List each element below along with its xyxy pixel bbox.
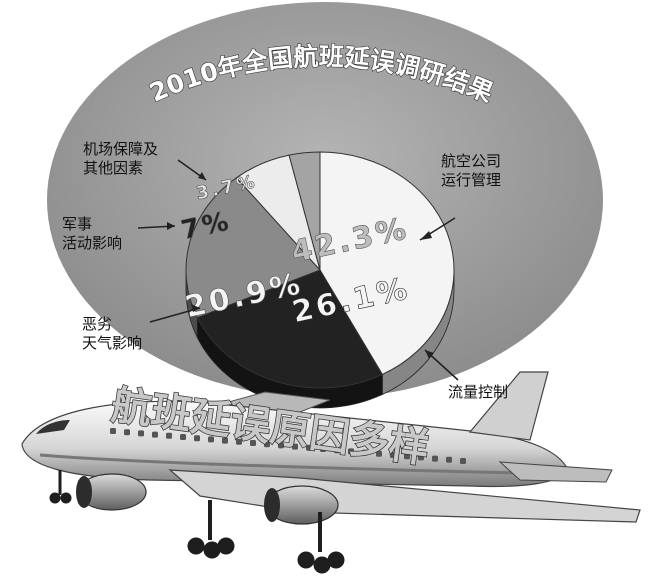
plane-engine-right-intake	[264, 488, 280, 522]
slice-label-airport: 机场保障及 其他因素	[83, 140, 159, 177]
plane-stabilizer	[498, 461, 613, 483]
leader-arrow-traffic	[425, 350, 434, 359]
plane-window	[334, 447, 340, 454]
plane-window	[180, 434, 186, 440]
plane-window	[404, 453, 410, 460]
plane-window	[348, 448, 354, 455]
plane-window	[376, 450, 382, 457]
pie-slice-weather	[185, 177, 321, 319]
plane-window	[292, 443, 298, 450]
plane-window	[278, 442, 284, 449]
leader-arrow-airline	[420, 231, 432, 240]
plane-window	[418, 454, 424, 461]
leader-arrow-airport	[198, 172, 206, 180]
leader-lines	[137, 159, 459, 381]
plane-window	[166, 432, 172, 439]
plane-window	[362, 449, 368, 456]
leader-arrow-weather	[191, 304, 200, 312]
plane-window	[110, 428, 116, 434]
plane-window	[390, 452, 396, 458]
plane-window	[460, 458, 466, 464]
pie-slices	[185, 151, 455, 389]
plane-window	[124, 429, 130, 436]
plane-cockpit	[36, 420, 70, 434]
airplane-illustration	[21, 371, 641, 574]
pie-slice-airport	[288, 151, 321, 271]
plane-window	[250, 440, 256, 446]
plane-window	[236, 438, 242, 445]
plane-window	[432, 455, 438, 462]
plane-window	[446, 456, 452, 463]
plane-window	[306, 444, 312, 451]
plane-window	[208, 436, 214, 443]
slice-label-airline: 航空公司 运行管理	[441, 152, 502, 189]
pie-slice-airline	[319, 151, 455, 376]
plane-engine-left-intake	[76, 476, 92, 508]
slice-label-traffic-control: 流量控制	[448, 383, 509, 401]
slice-label-weather: 恶劣 天气影响	[82, 315, 143, 352]
slice-label-military: 军事 活动影响	[62, 215, 123, 252]
plane-window	[138, 430, 144, 437]
plane-windows	[110, 428, 466, 464]
leader-arrow-military	[167, 222, 175, 230]
leader-line-weather	[149, 307, 201, 323]
plane-landing-gear	[49, 470, 345, 574]
plane-window	[152, 431, 158, 438]
pie-slice-traffic-control	[196, 269, 384, 389]
plane-tail-fin	[468, 371, 549, 441]
plane-window	[264, 441, 270, 448]
plane-stripe	[39, 453, 561, 476]
plane-window	[320, 446, 326, 452]
plane-window	[194, 435, 200, 442]
plane-window	[222, 437, 228, 444]
